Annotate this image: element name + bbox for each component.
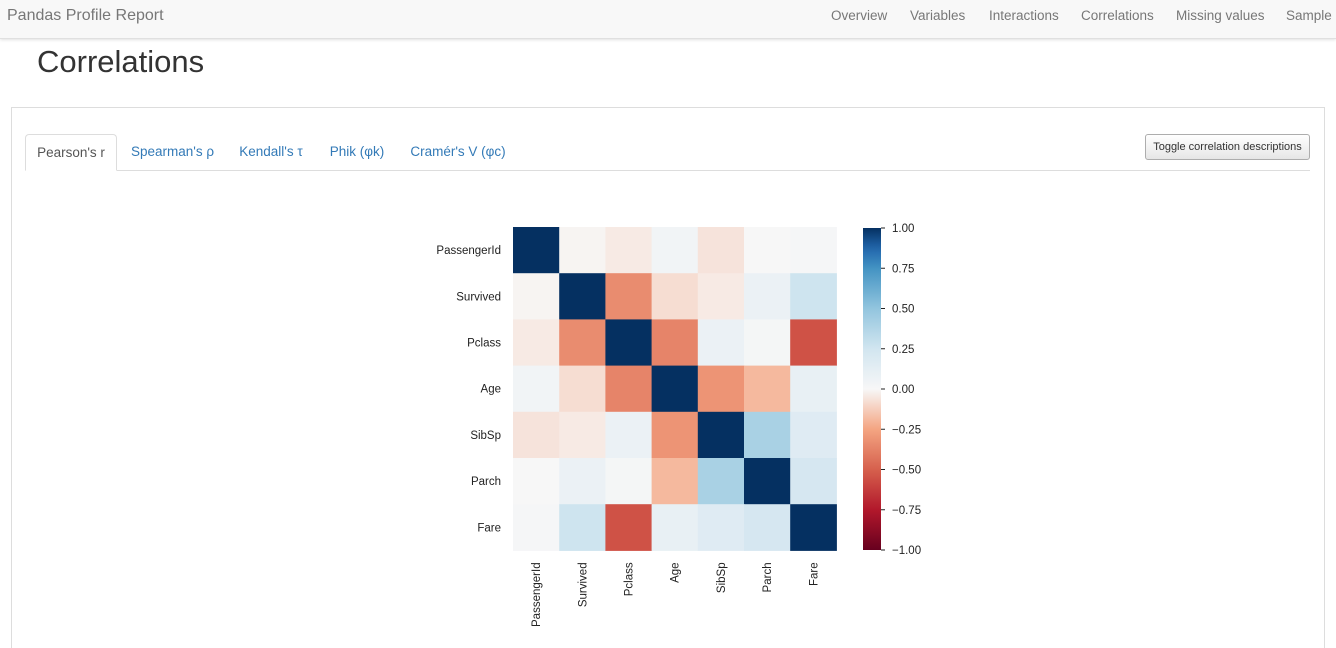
heatmap-cell (559, 227, 606, 274)
heatmap-cell (559, 319, 606, 367)
x-tick-label: SibSp (716, 562, 728, 593)
y-tick-label: Survived (456, 291, 501, 303)
nav-missing-values[interactable]: Missing values (1176, 8, 1265, 23)
heatmap-cell (790, 365, 837, 413)
colorbar-tick-label: −1.00 (892, 545, 921, 557)
heatmap-cell (559, 504, 606, 551)
colorbar-tick-label: 0.50 (892, 304, 914, 316)
heatmap-cell (697, 273, 745, 320)
heatmap-cell (744, 319, 791, 367)
x-tick-label: Pclass (624, 562, 636, 596)
heatmap-cell (744, 411, 791, 459)
heatmap-cell (651, 227, 699, 274)
page-title: Correlations (37, 44, 205, 79)
heatmap-cell (605, 458, 653, 505)
heatmap-cell (605, 411, 653, 459)
tab-cramers-v[interactable]: Cramér's V (φc) (410, 144, 506, 159)
heatmap-cell (559, 458, 606, 505)
heatmap-cell (605, 504, 653, 551)
y-tick-label: Pclass (467, 338, 501, 350)
x-tick-label: Fare (808, 562, 820, 586)
x-tick-label: Parch (762, 562, 774, 592)
heatmap-cell (651, 458, 699, 505)
heatmap-cell (513, 458, 560, 505)
y-tick-label: PassengerId (436, 245, 501, 257)
heatmap-cell (790, 411, 837, 459)
tab-divider (25, 170, 1310, 171)
heatmap-cell (559, 411, 606, 459)
heatmap-cell (559, 365, 606, 413)
tab-spearman[interactable]: Spearman's ρ (130, 144, 215, 159)
heatmap-cell (790, 273, 837, 320)
heatmap-cell (513, 365, 560, 413)
nav-correlations[interactable]: Correlations (1081, 8, 1154, 23)
nav-sample[interactable]: Sample (1286, 8, 1332, 23)
colorbar (863, 228, 881, 550)
heatmap-cell (513, 227, 560, 274)
heatmap-cell (790, 504, 837, 551)
heatmap-cell (697, 227, 745, 274)
colorbar-tick-label: −0.25 (892, 424, 921, 436)
heatmap-cell (513, 411, 560, 459)
colorbar-tick-label: 0.00 (892, 384, 914, 396)
heatmap-cell (559, 273, 606, 320)
heatmap-cell (651, 365, 699, 413)
tab-phik[interactable]: Phik (φk) (329, 144, 385, 159)
heatmap-cell (651, 273, 699, 320)
nav-variables[interactable]: Variables (910, 8, 966, 23)
heatmap-cell (513, 504, 560, 551)
colorbar-tick-label: −0.50 (892, 465, 921, 477)
colorbar-tick-label: −0.75 (892, 505, 921, 517)
heatmap-cell (790, 319, 837, 367)
colorbar-tick-label: 0.25 (892, 344, 914, 356)
heatmap-cell (697, 365, 745, 413)
heatmap-cell (605, 227, 653, 274)
heatmap-cell (744, 273, 791, 320)
brand-title[interactable]: Pandas Profile Report (7, 7, 164, 24)
heatmap-cell (744, 365, 791, 413)
heatmap-cell (744, 458, 791, 505)
nav-overview[interactable]: Overview (831, 8, 888, 23)
y-tick-label: Age (481, 384, 501, 396)
heatmap-cell (697, 504, 745, 551)
toggle-descriptions-button[interactable]: Toggle correlation descriptions (1145, 134, 1310, 160)
colorbar-tick-label: 0.75 (892, 263, 914, 275)
y-tick-label: Fare (477, 522, 501, 534)
heatmap-cell (744, 227, 791, 274)
navbar: Pandas Profile Report Overview Variables… (0, 0, 1336, 39)
tab-pearson[interactable]: Pearson's r (25, 134, 117, 171)
heatmap-cell (513, 319, 560, 367)
x-tick-label: Survived (577, 562, 589, 607)
heatmap-cell (651, 504, 699, 551)
heatmap-cell (744, 504, 791, 551)
x-tick-label: Age (670, 562, 682, 582)
heatmap-cell (697, 458, 745, 505)
heatmap-cell (605, 273, 653, 320)
heatmap-cell (790, 458, 837, 505)
x-tick-label: PassengerId (531, 562, 543, 627)
colorbar-tick-label: 1.00 (892, 223, 914, 235)
heatmap-cell (605, 365, 653, 413)
nav-interactions[interactable]: Interactions (989, 8, 1059, 23)
heatmap-cell (697, 411, 745, 459)
tab-kendall[interactable]: Kendall's τ (239, 144, 303, 159)
y-tick-label: SibSp (470, 430, 501, 442)
heatmap-cell (651, 411, 699, 459)
heatmap-cell (697, 319, 745, 367)
y-tick-label: Parch (471, 476, 501, 488)
heatmap-cell (605, 319, 653, 367)
heatmap-cell (513, 273, 560, 320)
heatmap-cell (651, 319, 699, 367)
heatmap-cell (790, 227, 837, 274)
